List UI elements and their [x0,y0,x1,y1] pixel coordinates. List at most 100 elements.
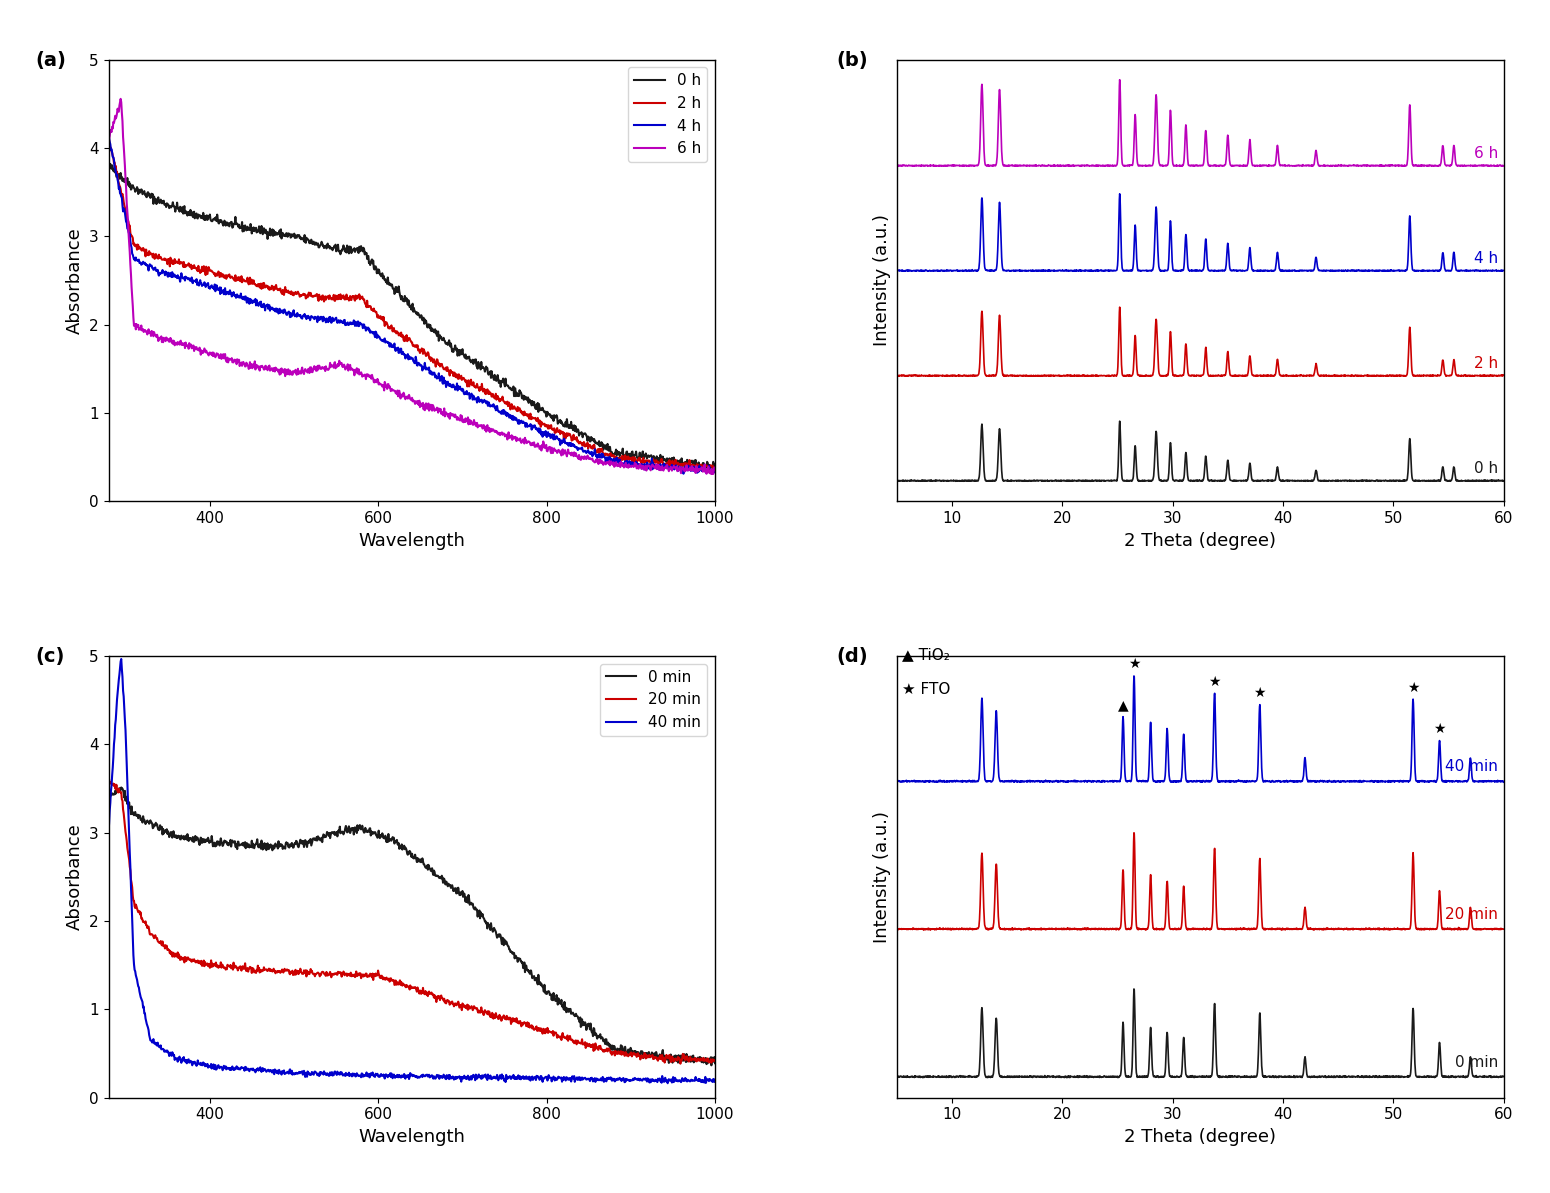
20 min [367,969,386,983]
Line: 6 h: 6 h [109,99,715,474]
40 min [367,1068,386,1082]
0 min [112,780,130,795]
0 min [161,824,180,839]
0 min [516,960,535,975]
Line: 2 h: 2 h [109,137,715,471]
Y-axis label: Intensity (a.u.): Intensity (a.u.) [873,215,891,346]
4 h [366,324,384,339]
40 min [346,1067,364,1081]
Line: 40 min: 40 min [109,659,715,1083]
6 h [584,453,603,468]
4 h [705,464,724,478]
40 min [659,1076,677,1090]
20 min [705,1053,724,1068]
40 min [574,1070,592,1084]
Text: (b): (b) [837,51,868,70]
Line: 20 min: 20 min [109,779,715,1064]
6 h [574,450,592,464]
Text: 0 h: 0 h [1474,460,1497,476]
6 h [516,434,535,449]
Text: ★: ★ [1254,686,1266,700]
X-axis label: 2 Theta (degree): 2 Theta (degree) [1124,532,1276,550]
4 h [516,416,535,431]
Text: 4 h: 4 h [1474,251,1497,266]
4 h [344,314,363,328]
Y-axis label: Intensity (a.u.): Intensity (a.u.) [873,811,891,942]
6 h [112,92,130,106]
X-axis label: 2 Theta (degree): 2 Theta (degree) [1124,1127,1276,1145]
40 min [99,826,118,840]
Text: ★ FTO: ★ FTO [902,681,950,697]
2 h [516,408,535,422]
Line: 4 h: 4 h [109,136,715,474]
4 h [583,449,601,463]
20 min [99,772,118,786]
0 min [584,1028,603,1043]
0 h [705,458,724,472]
0 h [161,200,180,215]
Text: 0 min: 0 min [1455,1055,1497,1070]
0 min [367,828,386,842]
0 min [705,1056,724,1070]
Text: 6 h: 6 h [1474,146,1497,161]
Text: (d): (d) [837,647,868,666]
40 min [112,651,130,666]
Text: (a): (a) [36,51,67,70]
20 min [346,968,364,982]
Y-axis label: Absorbance: Absorbance [65,823,84,931]
0 h [99,157,118,172]
20 min [99,772,118,786]
0 h [584,433,603,447]
4 h [99,129,118,143]
6 h [704,466,722,481]
Text: ★: ★ [1407,680,1420,694]
Legend: 0 h, 2 h, 4 h, 6 h: 0 h, 2 h, 4 h, 6 h [628,67,707,162]
20 min [574,1032,592,1046]
0 h [701,463,719,477]
40 min [161,1047,180,1062]
4 h [572,440,591,455]
0 h [574,426,592,440]
Line: 0 min: 0 min [109,787,715,1065]
0 min [99,787,118,802]
6 h [161,332,180,346]
Line: 0 h: 0 h [109,163,715,470]
Text: 40 min: 40 min [1445,759,1497,774]
20 min [584,1037,603,1051]
4 h [161,268,180,283]
40 min [516,1071,535,1086]
2 h [583,441,601,456]
0 h [346,241,364,255]
Text: ★: ★ [1128,657,1141,670]
Text: ★: ★ [1434,722,1446,736]
0 min [346,822,364,836]
Text: 20 min: 20 min [1445,907,1497,922]
20 min [671,1057,690,1071]
2 h [161,251,180,265]
2 h [688,464,707,478]
X-axis label: Wavelength: Wavelength [358,532,465,550]
Legend: 0 min, 20 min, 40 min: 0 min, 20 min, 40 min [600,663,707,736]
Y-axis label: Absorbance: Absorbance [65,227,84,334]
Text: ▲ TiO₂: ▲ TiO₂ [902,647,950,662]
2 h [705,462,724,476]
40 min [584,1074,603,1088]
2 h [366,305,384,320]
0 min [702,1058,721,1073]
6 h [705,463,724,477]
0 h [367,261,386,276]
40 min [705,1074,724,1088]
Text: (c): (c) [36,647,65,666]
Text: ▲: ▲ [1118,698,1128,712]
20 min [516,1016,535,1031]
4 h [674,466,693,481]
6 h [346,369,364,383]
0 h [516,392,535,407]
X-axis label: Wavelength: Wavelength [358,1127,465,1145]
6 h [367,375,386,389]
6 h [99,135,118,149]
Text: 2 h: 2 h [1474,356,1497,371]
2 h [99,130,118,144]
20 min [161,947,180,962]
2 h [572,437,591,451]
